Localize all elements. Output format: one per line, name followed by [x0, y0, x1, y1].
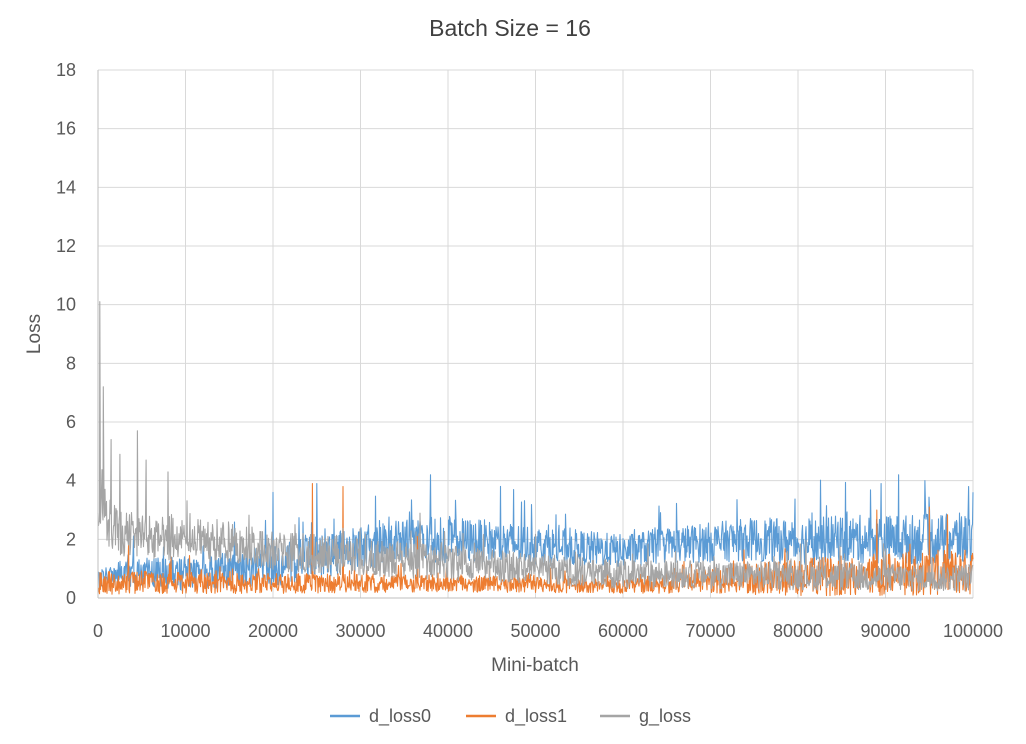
x-tick-label: 30000 [335, 621, 385, 641]
series-line-g-loss [97, 301, 974, 592]
y-tick-label: 14 [56, 177, 76, 197]
series-line-d-loss1 [97, 483, 974, 597]
y-tick-label: 12 [56, 236, 76, 256]
x-tick-label: 20000 [248, 621, 298, 641]
legend: d_loss0 d_loss1 g_loss [330, 706, 691, 727]
y-tick-label: 18 [56, 60, 76, 80]
x-tick-label: 70000 [685, 621, 735, 641]
x-axis-label: Mini-batch [491, 655, 579, 676]
legend-label-g-loss: g_loss [639, 706, 691, 727]
y-tick-label: 0 [66, 588, 76, 608]
legend-label-d-loss0: d_loss0 [369, 706, 431, 727]
x-tick-label: 60000 [598, 621, 648, 641]
y-tick-label: 16 [56, 119, 76, 139]
x-tick-label: 40000 [423, 621, 473, 641]
legend-label-d-loss1: d_loss1 [505, 706, 567, 727]
y-tick-label: 8 [66, 353, 76, 373]
chart-title: Batch Size = 16 [429, 15, 591, 41]
x-tick-label: 90000 [860, 621, 910, 641]
x-tick-label: 100000 [943, 621, 1003, 641]
x-tick-label: 50000 [510, 621, 560, 641]
grid [98, 69, 974, 598]
x-tick-label: 80000 [773, 621, 823, 641]
y-tick-label: 2 [66, 529, 76, 549]
y-axis-label: Loss [24, 314, 45, 354]
x-tick-label: 10000 [160, 621, 210, 641]
y-tick-label: 10 [56, 295, 76, 315]
series-lines [97, 301, 974, 597]
y-tick-label: 6 [66, 412, 76, 432]
y-tick-label: 4 [66, 471, 76, 491]
axes: 0 2 4 6 8 10 12 14 16 18 0 10000 20000 30000 40000 5000… [56, 60, 1003, 641]
x-tick-label: 0 [93, 621, 103, 641]
